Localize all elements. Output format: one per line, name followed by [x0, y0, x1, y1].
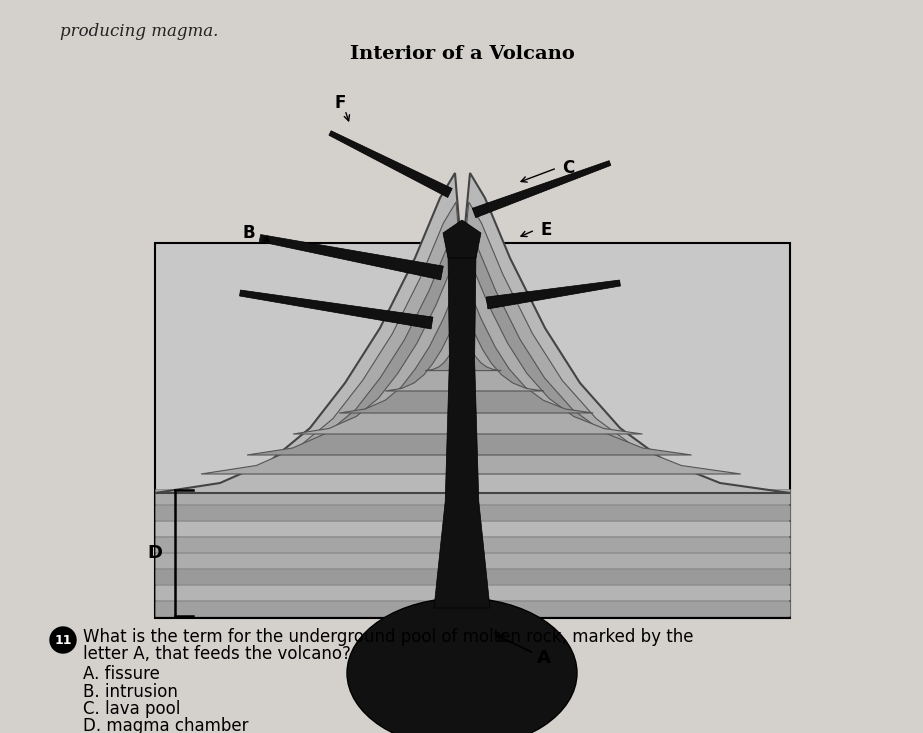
Polygon shape [247, 231, 691, 455]
Text: D: D [148, 544, 162, 562]
Text: What is the term for the underground pool of molten rock, marked by the: What is the term for the underground poo… [83, 628, 693, 646]
Text: A: A [497, 635, 551, 667]
Polygon shape [443, 220, 481, 258]
Text: letter A, that feeds the volcano?: letter A, that feeds the volcano? [83, 645, 351, 663]
Polygon shape [385, 311, 544, 391]
Text: producing magma.: producing magma. [60, 23, 219, 40]
Polygon shape [294, 258, 642, 434]
Polygon shape [434, 253, 490, 608]
Text: C: C [562, 159, 574, 177]
Polygon shape [486, 280, 620, 309]
Bar [155, 584, 790, 600]
Text: 11: 11 [54, 633, 72, 647]
Polygon shape [426, 332, 501, 371]
Text: B. intrusion: B. intrusion [83, 683, 178, 701]
Bar [155, 243, 790, 618]
Polygon shape [339, 285, 593, 413]
Bar [155, 537, 790, 552]
Circle shape [50, 627, 76, 653]
Bar [155, 488, 790, 504]
Ellipse shape [347, 598, 577, 733]
Text: F: F [334, 94, 346, 112]
Text: Interior of a Volcano: Interior of a Volcano [350, 45, 574, 63]
Polygon shape [240, 290, 433, 329]
Polygon shape [201, 202, 741, 474]
Text: E: E [540, 221, 551, 239]
Bar [155, 553, 790, 568]
Bar [155, 569, 790, 584]
Bar [155, 520, 790, 536]
Polygon shape [155, 173, 790, 493]
Bar [155, 504, 790, 520]
Text: A. fissure: A. fissure [83, 665, 160, 683]
Text: D. magma chamber: D. magma chamber [83, 717, 248, 733]
Polygon shape [329, 130, 452, 197]
Text: C. lava pool: C. lava pool [83, 700, 180, 718]
Polygon shape [473, 161, 611, 218]
Polygon shape [259, 235, 443, 280]
Text: B: B [243, 224, 255, 242]
Bar [155, 600, 790, 616]
